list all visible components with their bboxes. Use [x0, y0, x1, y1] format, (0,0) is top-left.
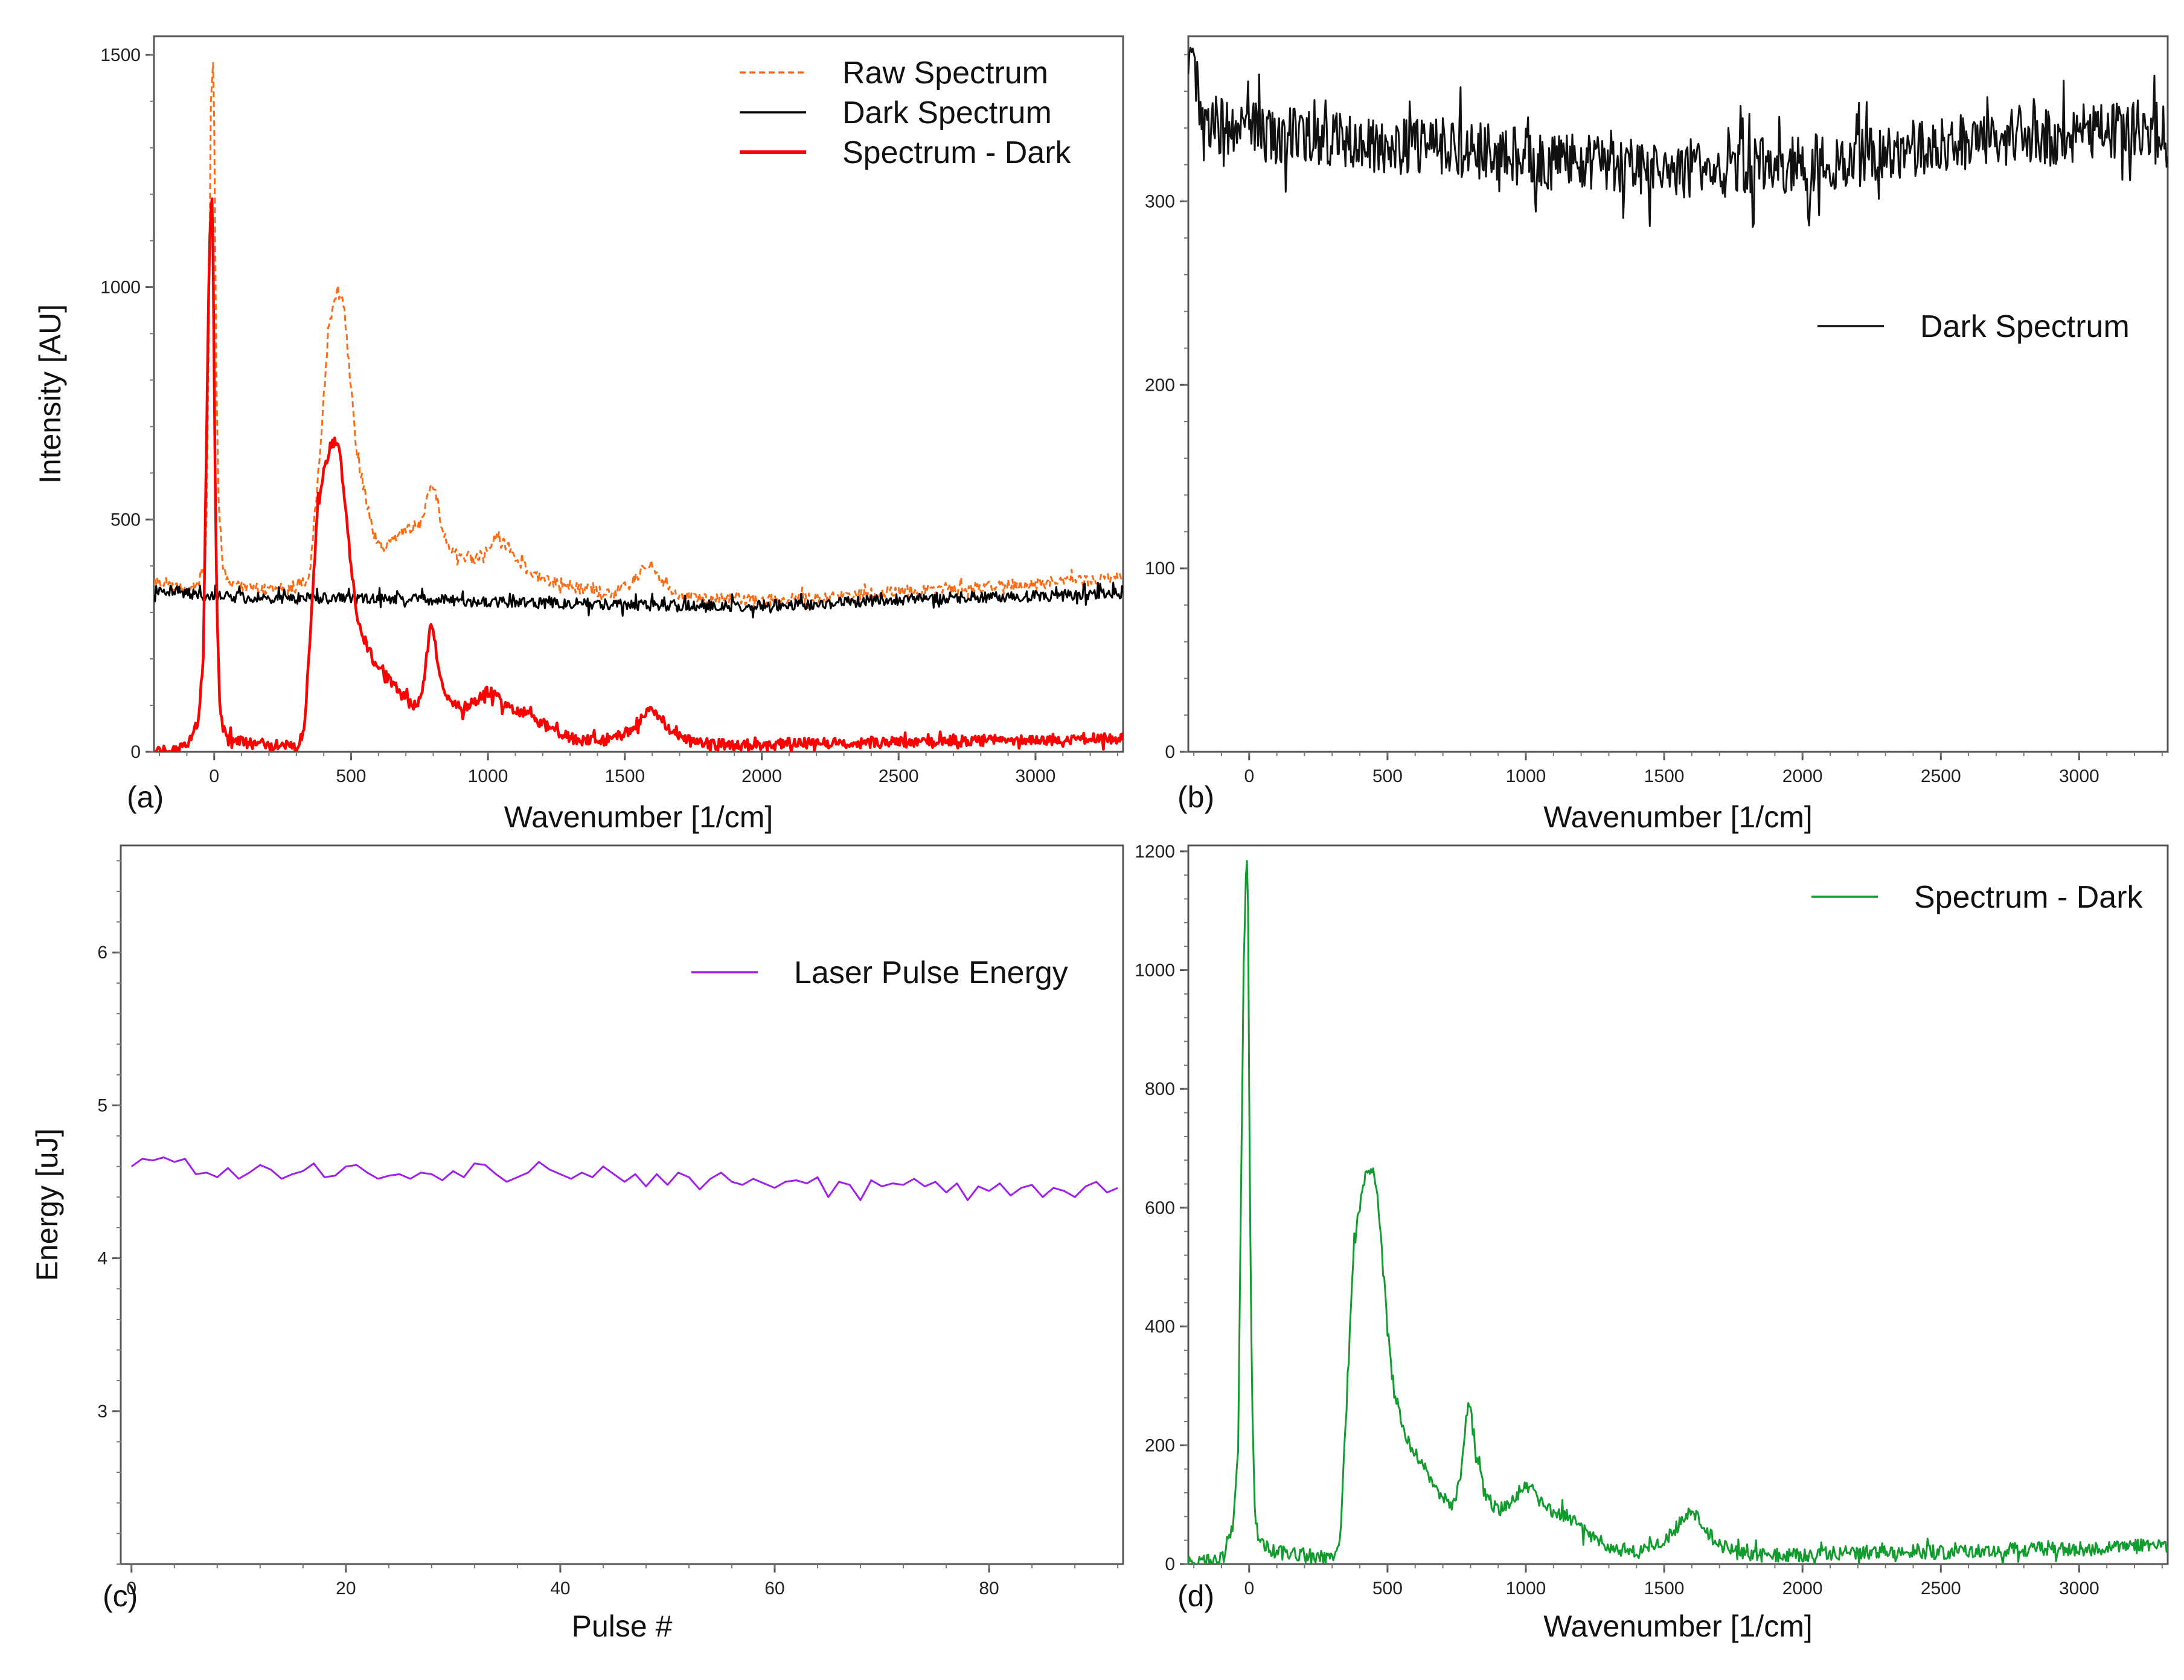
x-tick-label: 500 — [1372, 1579, 1403, 1598]
y-tick-label: 600 — [1145, 1198, 1175, 1218]
x-tick-label: 2000 — [741, 766, 782, 786]
panel-c: 0 20 40 60 80 3 4 5 6 Pulse # Energy [uJ] (c) Laser … — [30, 844, 1124, 1643]
x-axis-label: Wavenumber [1/cm] — [1543, 1609, 1813, 1643]
y-tick-label: 200 — [1145, 375, 1175, 395]
y-tick-label: 400 — [1145, 1317, 1175, 1337]
x-tick-label: 60 — [764, 1579, 784, 1598]
plot-frame — [120, 844, 1124, 1565]
x-axis-label: Pulse # — [572, 1609, 673, 1643]
y-tick-label: 4 — [97, 1249, 107, 1269]
x-tick-label: 1500 — [604, 766, 645, 786]
y-tick-label: 200 — [1145, 1435, 1175, 1455]
series-line-dark-spectrum — [1188, 46, 2168, 228]
x-tick-label: 500 — [336, 766, 366, 786]
panel-d: 0 500 1000 1500 2000 2500 3000 0 200 400 600 800 100… — [1135, 842, 2169, 1643]
legend-label: Dark Spectrum — [842, 95, 1052, 130]
data-group — [154, 62, 1123, 752]
series-line-raw-spectrum — [154, 62, 1123, 611]
data-group — [1188, 860, 2168, 1564]
y-tick-label: 6 — [97, 943, 107, 963]
y-tick-label: 300 — [1145, 191, 1175, 211]
y-tick-label: 3 — [97, 1402, 107, 1422]
y-tick-label: 1200 — [1135, 842, 1175, 862]
x-tick-label: 0 — [209, 766, 219, 786]
y-tick-label: 0 — [1165, 1554, 1175, 1574]
legend-label: Laser Pulse Energy — [794, 955, 1068, 990]
series-line-laser-pulse-energy — [130, 1156, 1118, 1201]
x-tick-label: 1000 — [468, 766, 508, 786]
x-tick-label: 0 — [126, 1579, 136, 1598]
x-tick-label: 0 — [1244, 1579, 1254, 1598]
x-axis-label: Wavenumber [1/cm] — [1543, 800, 1813, 834]
y-tick-label: 1500 — [100, 45, 141, 65]
x-tick-label: 20 — [336, 1579, 356, 1598]
series-line-dark-spectrum — [154, 582, 1123, 619]
data-group — [1188, 46, 2168, 228]
legend-label: Dark Spectrum — [1920, 309, 2130, 344]
x-tick-label: 2500 — [879, 766, 919, 786]
x-tick-label: 2000 — [1782, 766, 1823, 786]
panel-label: (b) — [1177, 780, 1214, 814]
series-line-spectrum-dark — [154, 197, 1123, 752]
x-tick-label: 3000 — [2059, 766, 2099, 786]
x-tick-label: 80 — [979, 1579, 999, 1598]
x-tick-label: 2500 — [1921, 766, 1961, 786]
legend-label: Spectrum - Dark — [842, 135, 1072, 170]
y-axis-label: Intensity [AU] — [33, 304, 67, 484]
x-tick-label: 500 — [1372, 766, 1403, 786]
x-tick-label: 1000 — [1506, 1579, 1546, 1598]
plot-frame — [153, 35, 1124, 753]
x-tick-label: 1500 — [1644, 766, 1685, 786]
y-tick-label: 0 — [1165, 742, 1175, 762]
data-group — [130, 1156, 1118, 1201]
legend-label: Spectrum - Dark — [1914, 880, 2144, 915]
x-tick-label: 3000 — [1016, 766, 1056, 786]
series-line-spectrum-dark — [1188, 860, 2168, 1564]
x-tick-label: 0 — [1244, 766, 1254, 786]
y-tick-label: 100 — [1145, 559, 1175, 579]
y-tick-label: 0 — [130, 742, 141, 762]
panel-a: 0 500 1000 1500 2000 2500 3000 0 500 1000 1500 Wave… — [33, 35, 1124, 834]
x-tick-label: 2500 — [1921, 1579, 1961, 1598]
x-axis-label: Wavenumber [1/cm] — [504, 800, 773, 834]
panel-b: 0 500 1000 1500 2000 2500 3000 0 100 200 300 Wavenu… — [1145, 35, 2169, 834]
panel-label: (d) — [1177, 1579, 1214, 1613]
x-tick-label: 1500 — [1644, 1579, 1685, 1598]
y-tick-label: 500 — [110, 510, 141, 530]
x-tick-label: 40 — [550, 1579, 570, 1598]
x-tick-label: 3000 — [2059, 1579, 2099, 1598]
legend-label: Raw Spectrum — [842, 56, 1048, 91]
x-tick-label: 1000 — [1506, 766, 1546, 786]
y-tick-label: 800 — [1145, 1079, 1175, 1099]
panel-label: (a) — [127, 780, 164, 814]
y-tick-label: 1000 — [1135, 961, 1175, 981]
y-tick-label: 5 — [97, 1095, 107, 1115]
plot-frame — [1187, 35, 2169, 753]
y-tick-label: 1000 — [100, 278, 141, 298]
y-axis-label: Energy [uJ] — [30, 1129, 64, 1281]
x-tick-label: 2000 — [1782, 1579, 1823, 1598]
plot-frame — [1187, 844, 2169, 1565]
panel-label: (c) — [103, 1579, 138, 1613]
